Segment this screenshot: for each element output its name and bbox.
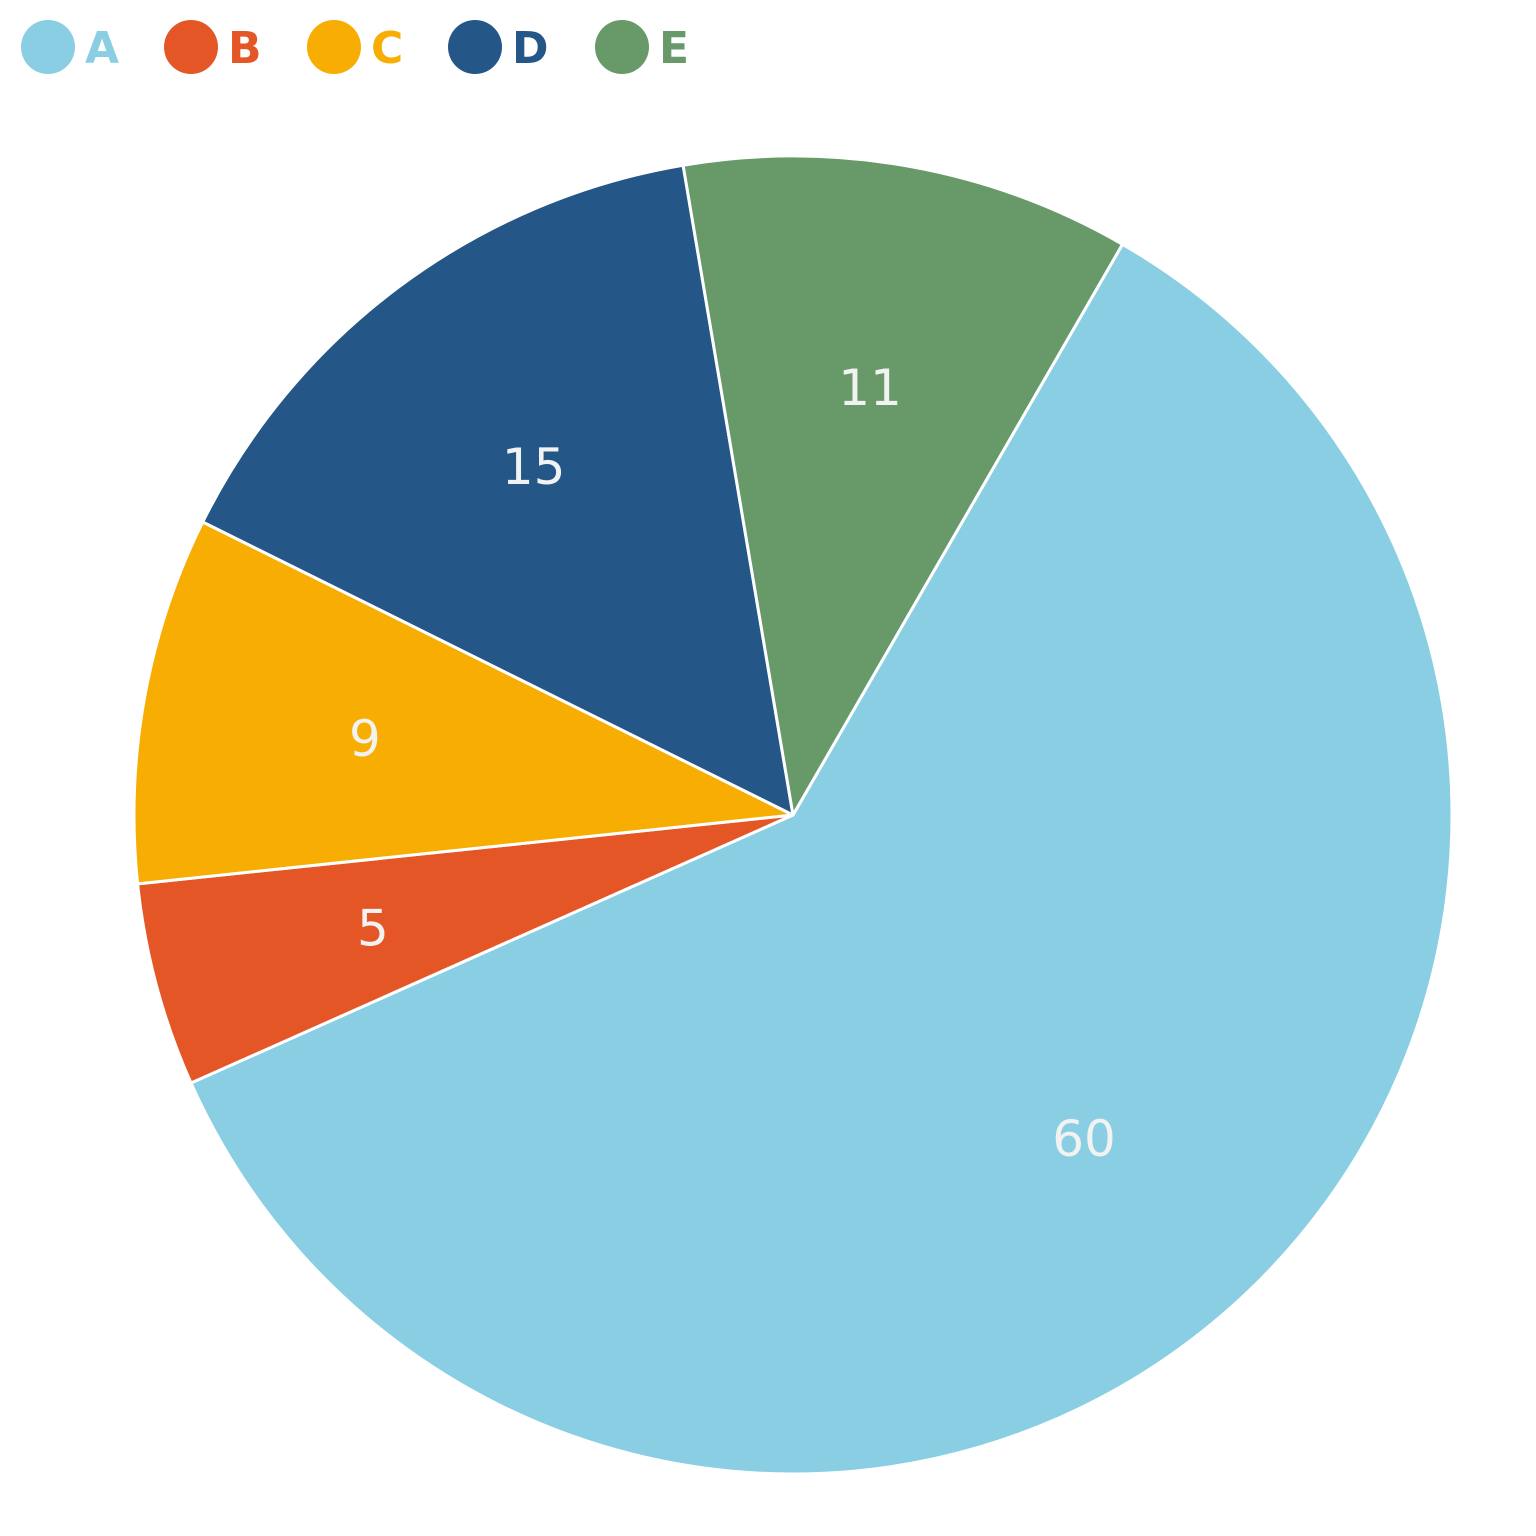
legend-label-d: D — [512, 23, 549, 74]
legend: A B C D E — [21, 20, 689, 74]
legend-marker-b — [164, 20, 218, 74]
legend-label-b: B — [228, 23, 262, 74]
legend-marker-a — [21, 20, 75, 74]
slice-labels: 60 5 9 15 11 — [349, 359, 1116, 1168]
slice-label-e: 11 — [838, 359, 902, 417]
slice-label-a: 60 — [1052, 1110, 1116, 1168]
pie-slices — [132, 154, 1454, 1476]
slice-label-b: 5 — [357, 900, 389, 958]
slice-label-d: 15 — [502, 438, 566, 496]
pie-slice-a — [189, 242, 1454, 1476]
pie-slice-d — [201, 163, 795, 817]
legend-marker-d — [448, 20, 502, 74]
pie-slice-e — [681, 154, 1124, 817]
legend-label-c: C — [371, 23, 403, 74]
pie-slice-c — [132, 520, 795, 886]
legend-label-a: A — [85, 23, 119, 74]
slice-label-c: 9 — [349, 710, 381, 768]
pie-slice-b — [136, 813, 795, 1085]
legend-label-e: E — [659, 23, 689, 74]
legend-marker-c — [307, 20, 361, 74]
legend-marker-e — [595, 20, 649, 74]
